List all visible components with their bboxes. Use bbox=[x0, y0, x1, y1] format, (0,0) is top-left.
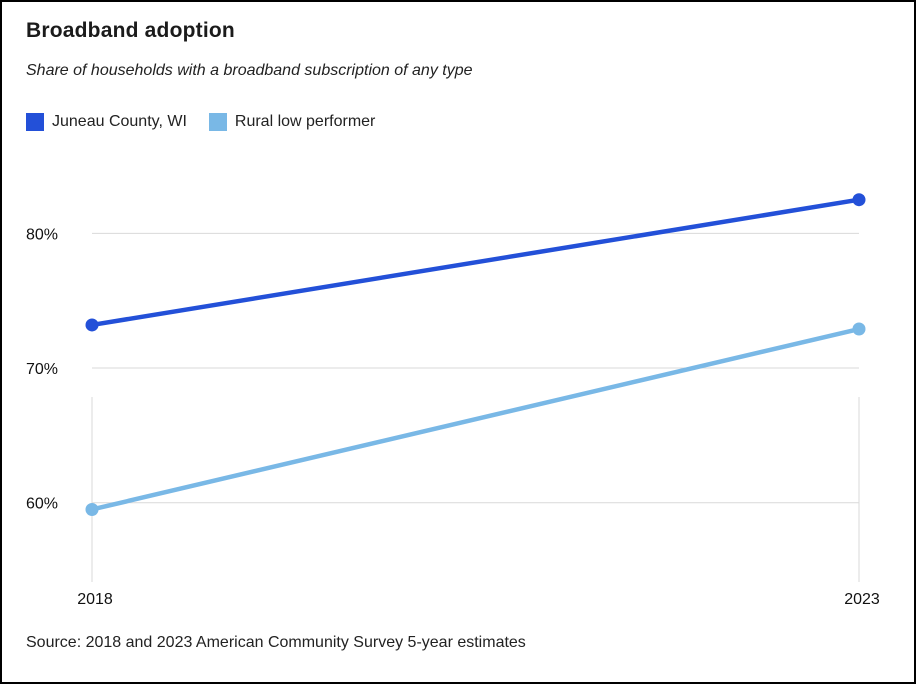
x-tick-label-2023: 2023 bbox=[844, 591, 880, 608]
y-tick-label-80-pct: 80% bbox=[26, 226, 58, 243]
legend-item-juneau: Juneau County, WI bbox=[26, 113, 187, 131]
y-tick-label-60-pct: 60% bbox=[26, 496, 58, 513]
data-point-juneau-2018 bbox=[85, 318, 99, 332]
series-line-rural bbox=[89, 326, 862, 512]
chart-title: Broadband adoption bbox=[26, 19, 235, 42]
data-point-rural-2018 bbox=[85, 502, 99, 516]
legend-swatch-juneau bbox=[26, 113, 44, 131]
y-tick-label-70-pct: 70% bbox=[26, 361, 58, 378]
legend: Juneau County, WI Rural low performer bbox=[26, 113, 397, 131]
series-line-juneau bbox=[89, 197, 862, 328]
source-note: Source: 2018 and 2023 American Community… bbox=[26, 634, 526, 651]
data-point-rural-2023 bbox=[852, 322, 866, 336]
legend-label-rural: Rural low performer bbox=[234, 113, 376, 130]
legend-swatch-rural bbox=[208, 113, 227, 131]
legend-item-rural: Rural low performer bbox=[208, 113, 376, 131]
x-tick-label-2018: 2018 bbox=[77, 591, 113, 608]
chart-subtitle: Share of households with a broadband sub… bbox=[26, 62, 473, 79]
data-point-juneau-2023 bbox=[852, 193, 866, 207]
legend-label-juneau: Juneau County, WI bbox=[52, 113, 187, 130]
